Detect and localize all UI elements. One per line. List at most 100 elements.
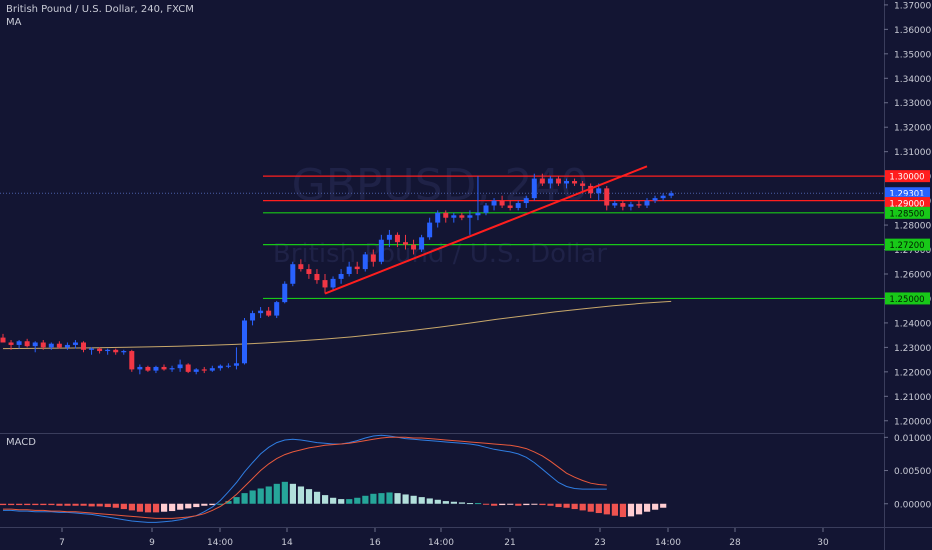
macd-histogram-bar xyxy=(225,501,232,504)
candle-body xyxy=(185,364,191,372)
macd-histogram-bar xyxy=(104,503,111,508)
price-tick-label: 1.32000 xyxy=(894,124,931,134)
candle-body xyxy=(217,365,223,369)
candle-body xyxy=(48,343,54,348)
price-tag-box xyxy=(885,197,930,210)
macd-histogram-bar xyxy=(96,503,103,507)
price-tag-label: 1.28500 xyxy=(889,209,924,219)
candle-body xyxy=(330,278,336,288)
candle-body xyxy=(193,369,199,372)
candle-body xyxy=(16,341,22,345)
candle-body xyxy=(266,310,272,316)
price-tick-label: 1.36000 xyxy=(894,26,931,36)
price-tick-label: 1.22000 xyxy=(894,368,931,378)
candle-body xyxy=(0,337,6,343)
candle-body xyxy=(201,369,207,371)
macd-histogram-bar xyxy=(48,503,55,506)
candle-body xyxy=(354,266,360,270)
candle-body xyxy=(652,198,658,201)
candle-body xyxy=(282,283,288,303)
candle-body xyxy=(394,234,400,243)
macd-histogram-bar xyxy=(265,486,272,504)
candle-body xyxy=(169,368,175,370)
macd-histogram-bar xyxy=(531,503,538,505)
macd-histogram-bar xyxy=(394,493,401,504)
candle-body xyxy=(523,198,529,204)
candle-body xyxy=(547,178,553,184)
candle-body xyxy=(362,254,368,270)
macd-histogram-bar xyxy=(555,503,562,508)
candle-body xyxy=(507,205,513,208)
macd-histogram-bar xyxy=(169,503,176,512)
candle-body xyxy=(411,244,417,250)
macd-histogram-bar xyxy=(627,503,635,517)
macd-histogram-bar xyxy=(120,503,127,510)
candle-body xyxy=(451,215,457,218)
macd-histogram-bar xyxy=(297,486,305,504)
candle-body xyxy=(225,365,231,367)
candle-body xyxy=(40,342,46,348)
candle-body xyxy=(572,181,578,184)
candle-body xyxy=(346,266,352,274)
price-tag-label: 1.30000 xyxy=(889,173,924,183)
macd-histogram-bar xyxy=(499,503,506,506)
candle-body xyxy=(515,203,521,208)
candle-body xyxy=(564,181,569,184)
macd-histogram-bar xyxy=(386,492,393,504)
price-tick-label: 1.26000 xyxy=(894,270,931,280)
macd-histogram-bar xyxy=(185,503,192,509)
macd-histogram-bar xyxy=(346,499,353,504)
price-tag-label: 1.27200 xyxy=(889,241,924,251)
macd-histogram-bar xyxy=(652,503,659,510)
candle-body xyxy=(24,341,30,347)
macd-histogram-bar xyxy=(64,503,71,506)
macd-legend: MACD xyxy=(6,437,36,448)
candle-body xyxy=(467,215,473,218)
price-tick-label: 1.33000 xyxy=(894,99,931,109)
watermark-name: British Pound / U.S. Dollar xyxy=(273,239,608,269)
candle-body xyxy=(298,264,304,270)
candle-body xyxy=(403,242,408,245)
time-tick-label: 16 xyxy=(369,538,381,548)
macd-histogram-bar xyxy=(338,499,345,504)
candle-body xyxy=(8,342,14,345)
candle-body xyxy=(233,363,239,366)
time-tick-label: 9 xyxy=(149,538,155,548)
macd-histogram-bar xyxy=(354,497,361,504)
watermark-symbol: GBPUSD, 240 xyxy=(292,160,589,211)
candle-body xyxy=(668,193,674,196)
macd-histogram-bar xyxy=(72,503,79,506)
macd-histogram-bar xyxy=(56,503,63,506)
candle-body xyxy=(250,313,256,321)
macd-histogram-bar xyxy=(644,503,651,512)
candle-body xyxy=(161,366,167,370)
price-tick-label: 1.37000 xyxy=(894,1,931,11)
candle-body xyxy=(628,204,634,207)
trendline xyxy=(324,165,648,295)
candle-body xyxy=(129,351,135,370)
price-tag-box xyxy=(885,170,930,183)
price-tick-label: 1.35000 xyxy=(894,50,931,60)
candle-body xyxy=(137,366,143,370)
candle-body xyxy=(72,342,78,345)
candle-body xyxy=(97,348,103,352)
price-tick-label: 1.24000 xyxy=(894,319,931,329)
macd-histogram-bar xyxy=(547,503,554,506)
macd-histogram-bar xyxy=(8,503,15,506)
macd-histogram-bar xyxy=(193,503,200,508)
macd-histogram-bar xyxy=(330,497,337,504)
macd-histogram-bar xyxy=(136,503,144,512)
macd-histogram-bar xyxy=(515,503,522,506)
price-tick-label: 1.21000 xyxy=(894,393,931,403)
candle-body xyxy=(81,342,86,350)
macd-tick-label: 0.00500 xyxy=(894,467,931,477)
macd-histogram-bar xyxy=(483,503,490,505)
candle-body xyxy=(322,280,328,288)
candle-body xyxy=(555,178,561,184)
candle-body xyxy=(64,344,70,348)
macd-histogram-bar xyxy=(112,503,119,508)
macd-histogram-bar xyxy=(418,497,425,504)
candle-body xyxy=(32,342,38,347)
